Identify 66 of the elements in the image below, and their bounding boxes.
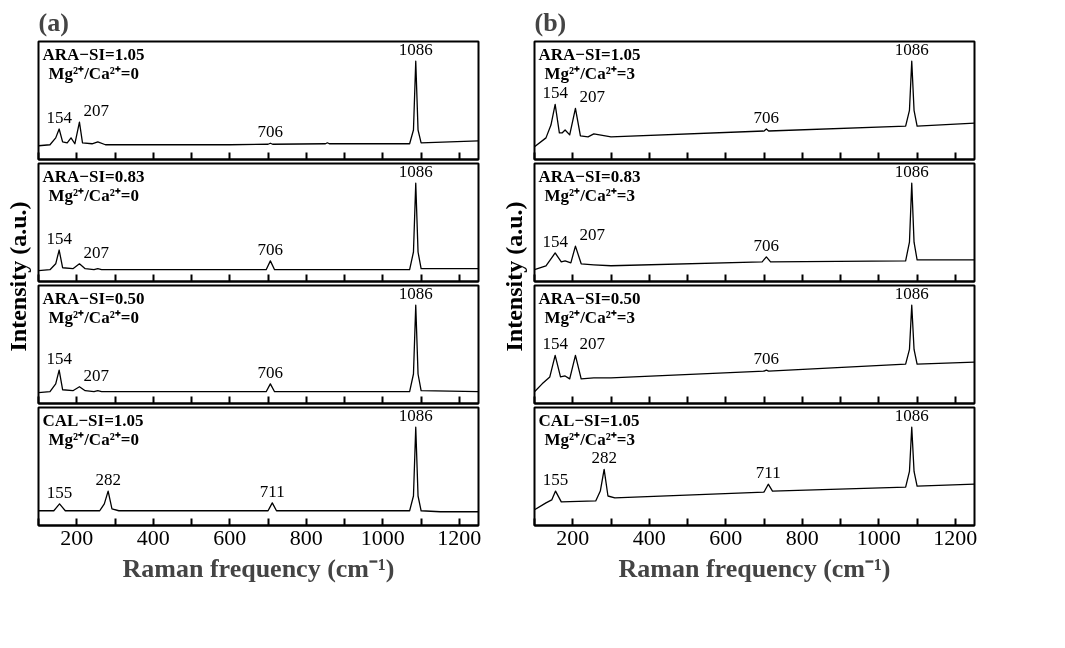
- chart-title: (a): [38, 7, 69, 37]
- annotation: 207: [579, 87, 606, 107]
- x-tick-label: 1200: [437, 524, 482, 550]
- annotation: 154: [542, 334, 569, 354]
- annotation: Mg²⁺/Ca²⁺=3: [544, 307, 635, 327]
- x-tick-label: 1000: [360, 524, 405, 550]
- annotation: 1086: [894, 284, 929, 304]
- annotation: 1086: [894, 40, 929, 60]
- annotation: 1086: [894, 406, 929, 426]
- annotation: ARA−SI=1.05: [42, 44, 145, 64]
- annotation: 706: [753, 349, 780, 369]
- annotation: 155: [542, 470, 569, 490]
- annotation: Mg²⁺/Ca²⁺=0: [48, 429, 139, 449]
- y-axis-title: Intensity (a.u.): [500, 201, 527, 352]
- annotation: 1086: [398, 284, 433, 304]
- annotation: Mg²⁺/Ca²⁺=0: [48, 63, 139, 83]
- annotation: 711: [259, 481, 285, 501]
- annotation: 207: [579, 225, 606, 245]
- annotation: 706: [753, 235, 780, 255]
- annotation: 282: [95, 470, 121, 490]
- annotation: CAL−SI=1.05: [538, 410, 640, 430]
- annotation: 706: [257, 239, 284, 259]
- annotation: Mg²⁺/Ca²⁺=3: [544, 429, 635, 449]
- annotation: ARA−SI=0.50: [42, 288, 145, 308]
- annotation: 154: [542, 83, 569, 103]
- annotation: 155: [46, 482, 73, 502]
- annotation: 706: [257, 362, 284, 382]
- x-tick-label: 1000: [856, 524, 901, 550]
- annotation: 1086: [398, 162, 433, 182]
- chart-title: (b): [534, 7, 567, 37]
- x-tick-label: 400: [632, 524, 666, 550]
- annotation: ARA−SI=0.50: [538, 288, 641, 308]
- annotation: 207: [579, 334, 606, 354]
- x-tick-label: 200: [60, 524, 94, 550]
- annotation: 154: [46, 229, 73, 249]
- annotation: ARA−SI=0.83: [42, 166, 145, 186]
- x-tick-label: 400: [136, 524, 170, 550]
- annotation: Mg²⁺/Ca²⁺=3: [544, 63, 635, 83]
- annotation: 1086: [398, 406, 433, 426]
- x-axis-title: Raman frequency (cm⁻¹): [122, 553, 395, 583]
- x-tick-label: 600: [213, 524, 247, 550]
- annotation: 706: [257, 122, 284, 142]
- annotation: Mg²⁺/Ca²⁺=0: [48, 307, 139, 327]
- annotation: 154: [542, 231, 569, 251]
- annotation: 207: [83, 242, 110, 262]
- annotation: Mg²⁺/Ca²⁺=3: [544, 185, 635, 205]
- annotation: 207: [83, 101, 110, 121]
- annotation: 1086: [894, 162, 929, 182]
- annotation: 706: [753, 108, 780, 128]
- y-axis-title: Intensity (a.u.): [4, 201, 31, 352]
- annotation: 711: [755, 463, 781, 483]
- annotation: ARA−SI=1.05: [538, 44, 641, 64]
- x-tick-label: 200: [556, 524, 590, 550]
- x-tick-label: 800: [289, 524, 323, 550]
- x-tick-label: 600: [709, 524, 743, 550]
- annotation: Mg²⁺/Ca²⁺=0: [48, 185, 139, 205]
- annotation: CAL−SI=1.05: [42, 410, 144, 430]
- x-tick-label: 800: [785, 524, 819, 550]
- annotation: 154: [46, 108, 73, 128]
- x-tick-label: 1200: [933, 524, 978, 550]
- annotation: 1086: [398, 40, 433, 60]
- annotation: 282: [591, 448, 617, 468]
- annotation: ARA−SI=0.83: [538, 166, 641, 186]
- x-axis-title: Raman frequency (cm⁻¹): [618, 553, 891, 583]
- annotation: 207: [83, 365, 110, 385]
- annotation: 154: [46, 349, 73, 369]
